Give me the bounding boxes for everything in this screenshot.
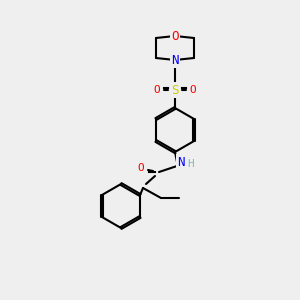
Text: O: O <box>138 163 144 173</box>
Text: S: S <box>171 83 179 97</box>
Text: O: O <box>190 85 196 95</box>
Text: N: N <box>177 155 185 169</box>
Text: N: N <box>171 53 179 67</box>
Text: O: O <box>171 29 179 43</box>
Text: H: H <box>188 159 194 169</box>
Text: O: O <box>154 85 160 95</box>
